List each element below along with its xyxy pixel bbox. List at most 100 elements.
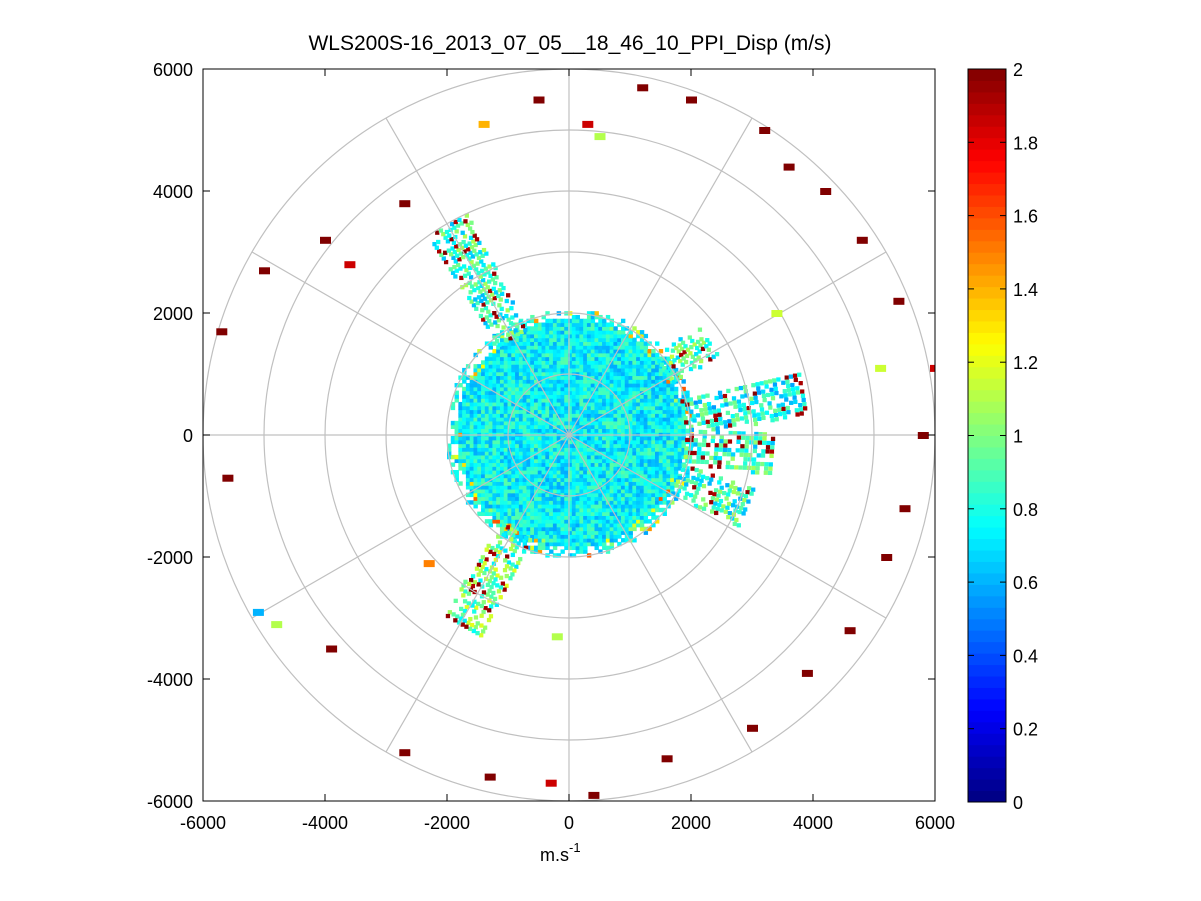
core-cell [651,522,656,528]
lobe-cell [437,249,442,254]
core-cell [609,470,615,475]
core-cell [526,398,531,403]
core-cell [552,318,558,324]
core-cell [541,386,546,392]
core-cell [515,420,520,426]
core-cell [575,409,580,414]
core-cell [522,330,528,335]
core-cell [549,470,554,475]
core-cell [473,367,478,373]
core-cell [560,451,565,456]
core-cell [594,534,599,539]
core-cell [590,356,596,361]
core-cell [658,371,664,377]
core-cell [655,417,660,422]
lobe-cell [687,454,693,460]
lobe-cell [508,546,514,552]
core-cell [564,409,569,414]
core-cell [579,333,584,339]
core-cell [613,420,618,426]
core-cell [571,481,577,486]
lobe-cell [489,594,494,599]
core-cell [488,386,493,392]
core-cell [670,409,675,414]
core-cell [499,390,505,395]
outlier-point [551,633,563,641]
outlier-point [582,120,594,128]
core-cell [670,462,675,467]
core-cell [533,473,539,479]
core-cell [620,538,626,543]
core-cell [590,470,596,475]
lobe-cell [457,217,462,223]
core-cell [564,330,569,335]
core-cell [477,383,482,388]
core-cell [655,394,660,399]
core-cell [556,534,562,539]
core-cell [643,398,649,403]
core-cell [462,417,467,422]
core-cell [537,530,543,535]
core-cell [613,485,618,490]
core-cell [511,462,516,467]
lobe-cell [730,480,736,485]
core-cell [662,409,667,414]
core-cell [530,515,535,520]
outlier-point [594,133,606,141]
core-cell [590,383,596,388]
lobe-cell [463,579,468,584]
core-cell [458,413,463,418]
core-cell [549,379,554,384]
core-cell [617,470,622,475]
core-cell [477,435,482,441]
lobe-cell [731,396,737,401]
core-cell [526,519,531,524]
core-cell [533,333,539,339]
core-cell [643,488,649,494]
core-cell [639,417,645,422]
lobe-cell [715,506,720,512]
core-cell [549,519,554,524]
core-cell [477,443,482,448]
core-cell [670,413,675,418]
lobe-cell [488,549,493,554]
core-cell [598,538,603,543]
lobe-cell [474,566,480,571]
core-cell [605,386,611,392]
core-cell [552,360,558,365]
core-cell [598,515,603,520]
core-cell [628,515,633,520]
lobe-cell [506,317,511,322]
core-cell [624,511,630,516]
core-cell [469,409,475,414]
core-cell [586,515,592,520]
lobe-cell [755,382,760,387]
lobe-cell [730,456,735,461]
core-cell [499,530,505,535]
core-cell [473,470,478,475]
core-cell [465,447,471,452]
core-cell [628,462,633,467]
core-cell [586,379,592,384]
lobe-cell [727,488,732,493]
core-cell [579,458,584,464]
core-cell [499,333,505,339]
core-cell [564,504,569,509]
core-cell [632,462,637,467]
core-cell [673,443,679,448]
core-cell [658,447,664,452]
core-cell [628,443,633,448]
lobe-cell [483,305,489,311]
lobe-cell [693,494,698,499]
core-cell [571,541,577,547]
core-cell [639,432,645,437]
core-cell [598,522,603,528]
lobe-cell [710,438,715,444]
core-cell [590,462,596,467]
lobe-cell [757,440,762,445]
core-cell [518,492,524,498]
core-cell [530,432,535,437]
core-cell [518,383,524,388]
core-cell [503,473,509,479]
colorbar-band [968,790,1006,803]
